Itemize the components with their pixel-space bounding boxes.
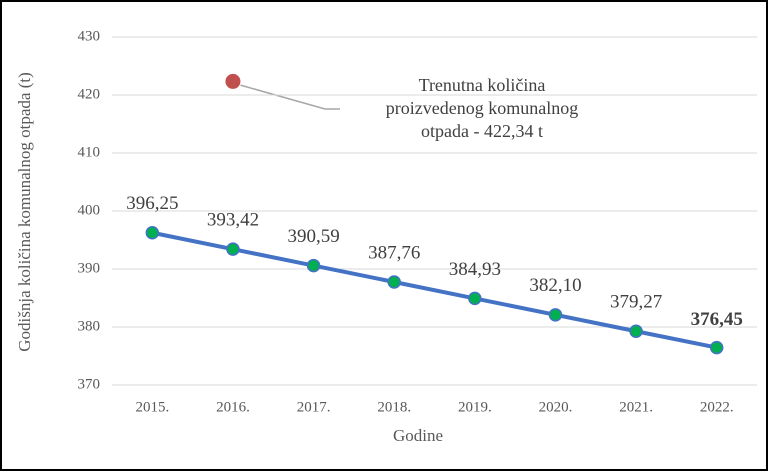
y-tick-label: 430 <box>78 28 101 44</box>
x-tick-label: 2022. <box>700 399 734 415</box>
data-label: 376,45 <box>691 309 743 330</box>
data-label: 393,42 <box>207 210 259 231</box>
point <box>224 72 242 90</box>
x-axis-title: Godine <box>393 426 443 445</box>
series-line <box>151 230 718 350</box>
point <box>387 275 401 289</box>
data-label: 396,25 <box>126 193 178 214</box>
y-tick-label: 420 <box>78 86 101 102</box>
annotation-text: proizvedenog komunalnog <box>386 98 578 118</box>
y-tick-label: 410 <box>78 144 101 160</box>
annotation-text: Trenutna količina <box>419 75 546 95</box>
x-tick-label: 2017. <box>297 399 331 415</box>
data-label: 379,27 <box>610 292 662 313</box>
x-tick-label: 2016. <box>216 399 250 415</box>
point <box>226 242 240 256</box>
x-tick-label: 2019. <box>458 399 492 415</box>
x-tick-label: 2020. <box>539 399 573 415</box>
data-label: 382,10 <box>529 275 581 296</box>
x-tick-label: 2015. <box>135 399 169 415</box>
point <box>548 308 563 322</box>
point <box>468 291 482 306</box>
y-tick-label: 380 <box>78 318 101 334</box>
point <box>629 324 643 338</box>
x-tick-label: 2021. <box>619 399 653 415</box>
y-tick-label: 390 <box>78 260 101 276</box>
point <box>709 340 724 355</box>
annotation-text: otpada - 422,34 t <box>421 121 543 141</box>
point <box>306 258 321 273</box>
point <box>145 226 160 240</box>
annotation-connector <box>239 84 340 110</box>
data-label: 390,59 <box>287 226 339 247</box>
y-axis-title: Godišnja količina komunalnog otpada (t) <box>15 72 34 352</box>
data-label: 384,93 <box>449 259 501 280</box>
y-tick-label: 400 <box>78 202 101 218</box>
data-label: 387,76 <box>368 242 420 263</box>
y-tick-label: 370 <box>78 376 101 392</box>
x-tick-label: 2018. <box>377 399 411 415</box>
